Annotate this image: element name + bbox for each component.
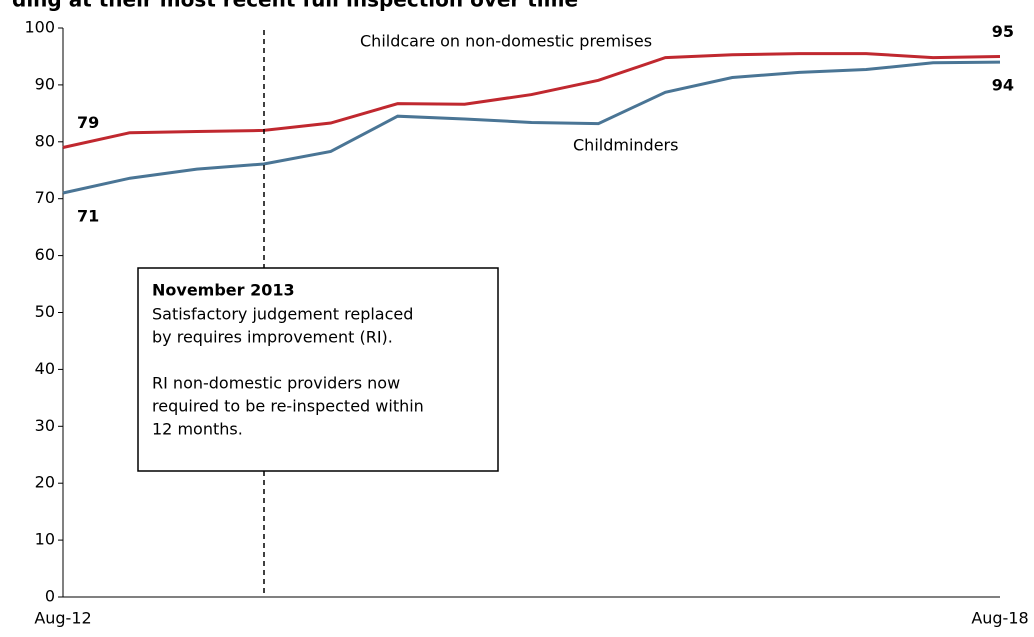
series-line: [62, 60, 1001, 195]
annotation-line: required to be re-inspected within: [152, 397, 424, 416]
end-label: 94: [992, 76, 1014, 95]
end-label: 71: [77, 207, 99, 226]
end-label: 95: [992, 22, 1014, 41]
y-tick-label: 60: [35, 245, 55, 264]
y-tick-label: 100: [24, 18, 55, 37]
annotation-line: 12 months.: [152, 420, 243, 439]
series-label: Childminders: [573, 136, 678, 155]
series-label: Childcare on non-domestic premises: [360, 32, 652, 51]
annotation-box: [137, 267, 499, 472]
y-tick-label: 30: [35, 416, 55, 435]
y-tick-label: 50: [35, 302, 55, 321]
y-tick-label: 20: [35, 473, 55, 492]
annotation-line: by requires improvement (RI).: [152, 328, 393, 347]
x-tick-label: Aug-12: [34, 609, 91, 628]
y-tick-label: 70: [35, 188, 55, 207]
y-tick-label: 0: [45, 587, 55, 606]
annotation-line: RI non-domestic providers now: [152, 374, 400, 393]
annotation-heading: November 2013: [152, 281, 295, 300]
y-tick-label: 80: [35, 131, 55, 150]
chart-title: ding at their most recent full inspectio…: [12, 0, 578, 12]
annotation-line: Satisfactory judgement replaced: [152, 305, 413, 324]
y-tick-label: 10: [35, 530, 55, 549]
end-label: 79: [77, 113, 99, 132]
x-tick-label: Aug-18: [971, 609, 1028, 628]
y-tick-label: 40: [35, 359, 55, 378]
series-line: [62, 52, 1001, 149]
y-tick-label: 90: [35, 74, 55, 93]
